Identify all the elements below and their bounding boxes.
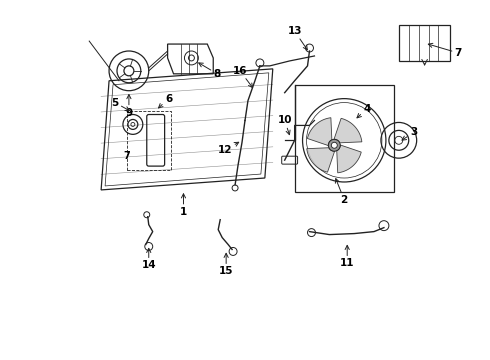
Polygon shape [307,148,335,172]
Text: 8: 8 [199,63,221,79]
Text: 16: 16 [233,66,253,87]
Text: 9: 9 [125,95,132,117]
Bar [127,111,171,170]
Text: 3: 3 [402,127,417,140]
Text: 7: 7 [428,43,462,58]
Text: 11: 11 [340,246,354,268]
Circle shape [331,142,337,148]
Text: 14: 14 [142,248,156,270]
Text: 7: 7 [123,151,130,161]
Text: 10: 10 [277,116,292,135]
Polygon shape [307,118,332,145]
Bar [294,85,394,192]
Text: 15: 15 [219,253,233,276]
Text: 2: 2 [335,179,348,205]
Text: 1: 1 [180,194,187,217]
Bar [399,25,450,61]
Circle shape [328,139,340,151]
Text: 13: 13 [287,26,307,50]
Text: 6: 6 [159,94,172,108]
Polygon shape [337,145,361,173]
Polygon shape [334,118,362,143]
Text: 5: 5 [111,98,129,111]
Text: 4: 4 [357,104,371,118]
Text: 12: 12 [218,142,239,155]
